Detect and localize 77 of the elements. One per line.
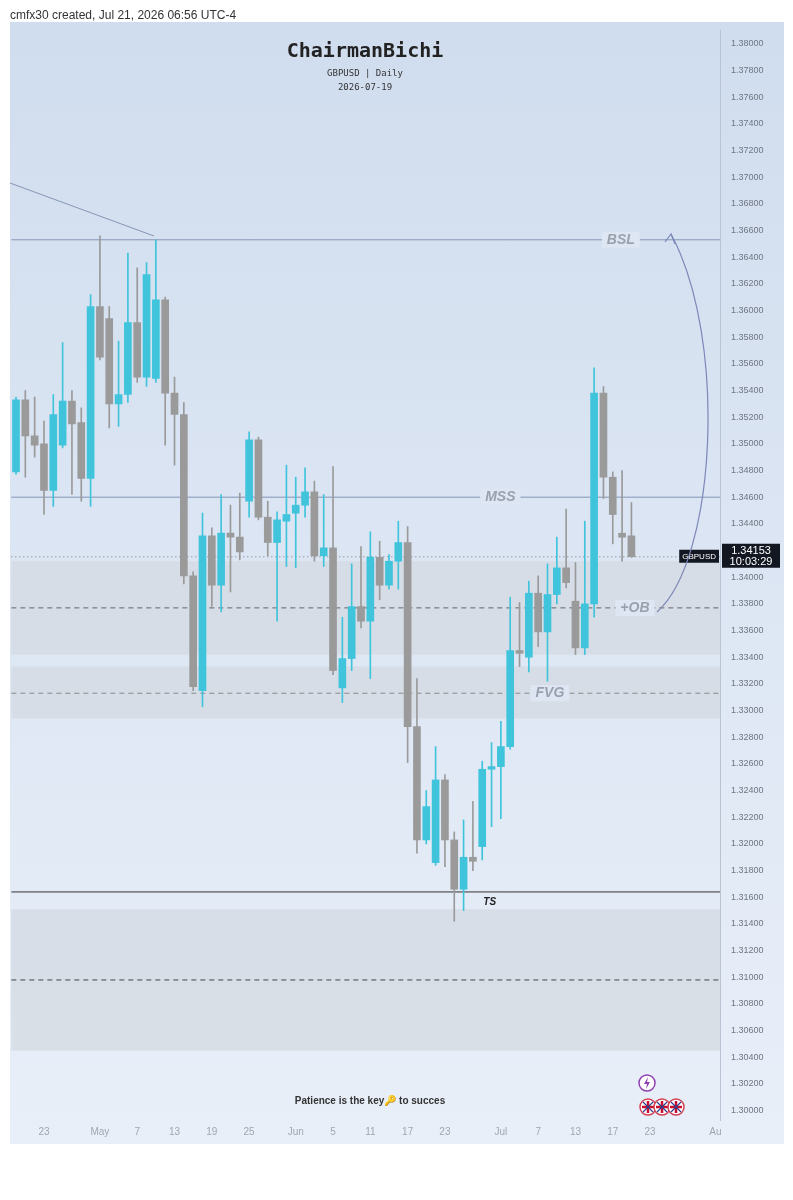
ref-line-label: MSS — [485, 488, 517, 505]
y-tick-label: 1.32800 — [731, 731, 764, 742]
y-tick-label: 1.37600 — [731, 91, 764, 102]
y-tick-label: 1.37400 — [731, 118, 764, 129]
x-tick-label: 5 — [330, 1125, 337, 1137]
y-tick-label: 1.35200 — [731, 411, 764, 422]
x-tick-label: 13 — [569, 1125, 582, 1137]
y-tick-label: 1.32600 — [731, 758, 764, 769]
y-tick-label: 1.32200 — [731, 811, 764, 822]
x-tick-label: 7 — [134, 1125, 141, 1137]
y-tick-label: 1.33400 — [731, 651, 764, 662]
x-tick-label: May — [90, 1125, 110, 1137]
y-tick-label: 1.33800 — [731, 598, 764, 609]
y-tick-label: 1.30000 — [731, 1105, 764, 1116]
y-tick-label: 1.37000 — [731, 171, 764, 182]
y-tick-label: 1.30400 — [731, 1051, 764, 1062]
annotation: GBPUSD — [682, 552, 717, 561]
x-tick-label: 25 — [243, 1125, 256, 1137]
x-tick-label: Au — [709, 1125, 722, 1137]
x-tick-label: 23 — [644, 1125, 657, 1137]
y-tick-label: 1.34600 — [731, 491, 764, 502]
x-tick-label: 19 — [206, 1125, 218, 1137]
candlestick — [357, 546, 365, 629]
ref-line-label: BSL — [606, 230, 635, 247]
ref-line-label: +OB — [620, 598, 650, 615]
y-tick-label: 1.31400 — [731, 918, 764, 929]
y-tick-label: 1.30600 — [731, 1025, 764, 1036]
y-tick-label: 1.31000 — [731, 971, 764, 982]
y-tick-label: 1.31800 — [731, 865, 764, 876]
y-tick-label: 1.34800 — [731, 464, 764, 475]
ref-line-label: 1.34153 — [731, 543, 771, 556]
candlestick — [273, 511, 281, 622]
ref-line-label: TS — [483, 895, 497, 907]
text: cmfx30 created, Jul 21, 2026 06:56 UTC-4 — [10, 8, 237, 22]
y-tick-label: 1.37800 — [731, 64, 764, 75]
y-tick-label: 1.35000 — [731, 438, 764, 449]
x-tick-label: 17 — [607, 1125, 619, 1137]
x-tick-label: 23 — [38, 1125, 50, 1137]
x-tick-label: 17 — [402, 1125, 414, 1137]
y-tick-label: 1.35400 — [731, 384, 764, 395]
y-tick-label: 1.31600 — [731, 891, 764, 902]
y-tick-label: 1.36400 — [731, 251, 764, 262]
x-tick-label: 11 — [365, 1125, 376, 1137]
x-tick-label: Jun — [287, 1125, 304, 1137]
y-tick-label: 1.36600 — [731, 224, 764, 235]
y-tick-label: 1.38000 — [731, 38, 764, 49]
y-tick-label: 1.34400 — [731, 518, 764, 529]
text: 10:03:29 — [729, 554, 773, 567]
x-tick-label: 13 — [168, 1125, 181, 1137]
chart-title: ChairmanBichi — [285, 38, 445, 62]
annotation: 2026-07-19 — [336, 82, 394, 92]
y-tick-label: 1.30200 — [731, 1078, 764, 1089]
y-tick-label: 1.35800 — [731, 331, 764, 342]
candlestick — [562, 508, 570, 589]
text: GBPUSD | Daily — [326, 68, 404, 78]
ref-line-label: FVG — [535, 684, 565, 701]
y-tick-label: 1.32400 — [731, 785, 764, 796]
candlestick — [618, 470, 626, 562]
x-tick-label: 23 — [439, 1125, 451, 1137]
y-tick-label: 1.35600 — [731, 358, 764, 369]
y-tick-label: 1.34000 — [731, 571, 764, 582]
y-tick-label: 1.37200 — [731, 144, 764, 155]
x-tick-label: 7 — [535, 1125, 542, 1137]
y-tick-label: 1.33000 — [731, 705, 764, 716]
y-tick-label: 1.33600 — [731, 625, 764, 636]
candlestick — [319, 494, 328, 567]
candlestick — [235, 492, 244, 561]
x-tick-label: Jul — [494, 1125, 508, 1137]
candlestick — [469, 800, 477, 871]
y-tick-label: 1.31200 — [731, 945, 764, 956]
y-tick-label: 1.36000 — [731, 304, 764, 315]
annotation: Patience is the key🔑 to succes — [293, 1095, 447, 1106]
y-tick-label: 1.33200 — [731, 678, 764, 689]
y-tick-label: 1.30800 — [731, 998, 764, 1009]
y-tick-label: 1.32000 — [731, 838, 764, 849]
y-tick-label: 1.36800 — [731, 198, 764, 209]
y-tick-label: 1.36200 — [731, 278, 764, 289]
